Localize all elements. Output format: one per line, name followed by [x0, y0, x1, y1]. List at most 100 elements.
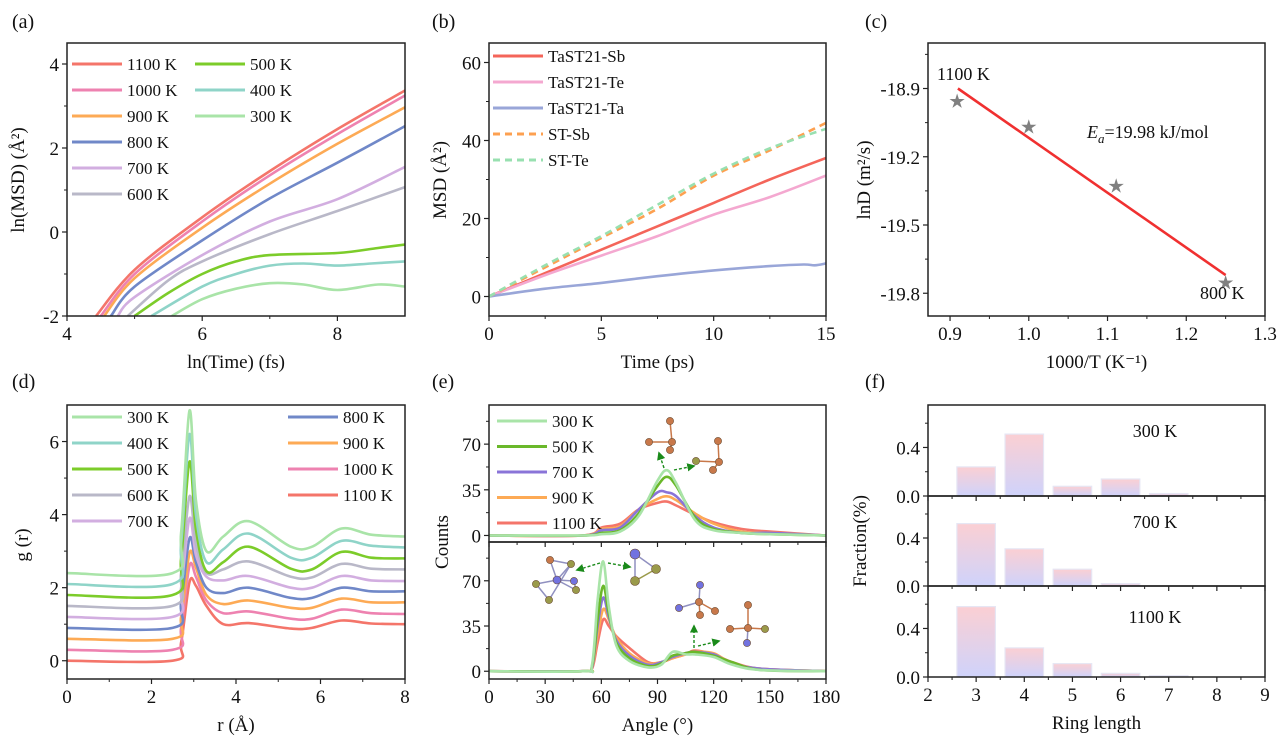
legend-label: 1100 K [127, 55, 178, 74]
series-line [99, 94, 405, 316]
legend-label: 900 K [343, 434, 386, 453]
y-tick-label: -19.8 [880, 284, 920, 305]
legend-entry: 300 K [195, 107, 293, 126]
legend-entry: 1100 K [288, 486, 394, 505]
legend-label: TaST21-Te [548, 73, 624, 92]
x-axis-label: Angle (°) [622, 715, 693, 736]
legend-label: 700 K [127, 159, 170, 178]
bar [956, 522, 997, 587]
y-tick-label: 0.0 [896, 668, 920, 689]
atom [692, 457, 700, 465]
atom [744, 601, 752, 609]
atom [711, 607, 719, 615]
legend-label: 600 K [127, 486, 170, 505]
series-line [489, 500, 826, 538]
legend-label: 900 K [552, 489, 595, 508]
atom [675, 604, 683, 612]
series-line [109, 125, 405, 316]
atom [695, 598, 703, 606]
bar [1100, 478, 1141, 497]
x-tick-label: 10 [704, 324, 723, 345]
plot-area-a [66, 42, 406, 317]
series-line [489, 121, 826, 298]
y-axis-label: ln(MSD) (Å²) [8, 127, 29, 232]
legend-label: ST-Sb [548, 125, 590, 144]
x-tick-label: 6 [316, 687, 326, 708]
y-tick-label: 6 [50, 433, 60, 454]
ea-symbol: E [1086, 122, 1098, 142]
atom [630, 576, 640, 586]
y-tick-label: -18.9 [880, 80, 920, 101]
y-axis-label: g (r) [12, 528, 33, 561]
x-tick-label: 5 [597, 324, 607, 345]
legend-entry: ST-Sb [493, 125, 590, 144]
x-axis-label: ln(Time) (fs) [187, 352, 285, 373]
y-axis-label: Fraction(%) [850, 495, 871, 587]
temperature-label: 300 K [1133, 421, 1178, 441]
y-tick-label: 0 [472, 526, 482, 547]
legend-entry: 600 K [72, 486, 170, 505]
series-line [103, 106, 405, 316]
atom [645, 438, 653, 446]
atomic-tetrahedral-icon [726, 601, 769, 647]
y-tick-label: 70 [462, 435, 481, 456]
atom [532, 580, 540, 588]
series-line [67, 460, 405, 599]
legend-label: TaST21-Ta [548, 99, 624, 118]
x-tick-label: 90 [648, 687, 667, 708]
legend-entry: 1100 K [497, 514, 603, 533]
y-tick-label: 40 [462, 132, 481, 153]
legend-entry: 700 K [72, 512, 170, 531]
atomic-triangle-icon [629, 548, 661, 586]
legend-label: 300 K [552, 412, 595, 431]
atom [666, 417, 674, 425]
atom [726, 625, 734, 633]
legend-entry: 900 K [72, 107, 170, 126]
x-tick-label: 0 [62, 687, 72, 708]
bar [1052, 485, 1093, 497]
y-tick-label: 0.0 [896, 487, 920, 508]
legend-entry: 1000 K [72, 81, 178, 100]
y-tick-label: 4 [50, 55, 60, 76]
legend-label: 1000 K [127, 81, 178, 100]
legend-label: 700 K [552, 463, 595, 482]
bar [1052, 568, 1093, 587]
bar [1004, 433, 1045, 497]
series-line [67, 494, 405, 610]
series-line [67, 409, 405, 578]
atom [572, 586, 580, 594]
annotation-1100k: 1100 K [937, 64, 990, 84]
atom [629, 548, 641, 560]
x-tick-label: 2 [923, 685, 933, 706]
series-line [489, 468, 826, 537]
y-tick-label: 0 [472, 662, 482, 683]
y-axis-label: Counts [432, 515, 453, 569]
x-tick-label: 15 [817, 324, 836, 345]
y-tick-label: 0.0 [896, 577, 920, 598]
panel-label: (d) [12, 371, 35, 393]
legend-label: 900 K [127, 107, 170, 126]
star-marker [1021, 119, 1037, 134]
atomic-tetrahedral-icon [692, 437, 723, 474]
legend-label: 400 K [250, 81, 293, 100]
y-axis-label: lnD (m²/s) [854, 140, 875, 219]
y-tick-label: 2 [50, 579, 60, 600]
x-tick-label: 120 [699, 687, 728, 708]
legend-label: 500 K [552, 438, 595, 457]
star-marker [1218, 275, 1234, 290]
bar [956, 466, 997, 497]
x-tick-label: 6 [197, 324, 207, 345]
y-axis-label: MSD (Å²) [430, 141, 451, 219]
series-line [489, 607, 826, 673]
legend-label: 400 K [127, 434, 170, 453]
x-tick-label: 30 [536, 687, 555, 708]
x-tick-label: 5 [1068, 685, 1078, 706]
series-line [489, 584, 826, 673]
series-line [489, 560, 826, 674]
panel-label: (f) [865, 371, 885, 393]
atom [714, 437, 722, 445]
plot-area-e-lower [488, 541, 827, 680]
legend-entry: 700 K [497, 463, 595, 482]
ea-value: =19.98 kJ/mol [1105, 122, 1209, 142]
legend-entry: 900 K [497, 489, 595, 508]
